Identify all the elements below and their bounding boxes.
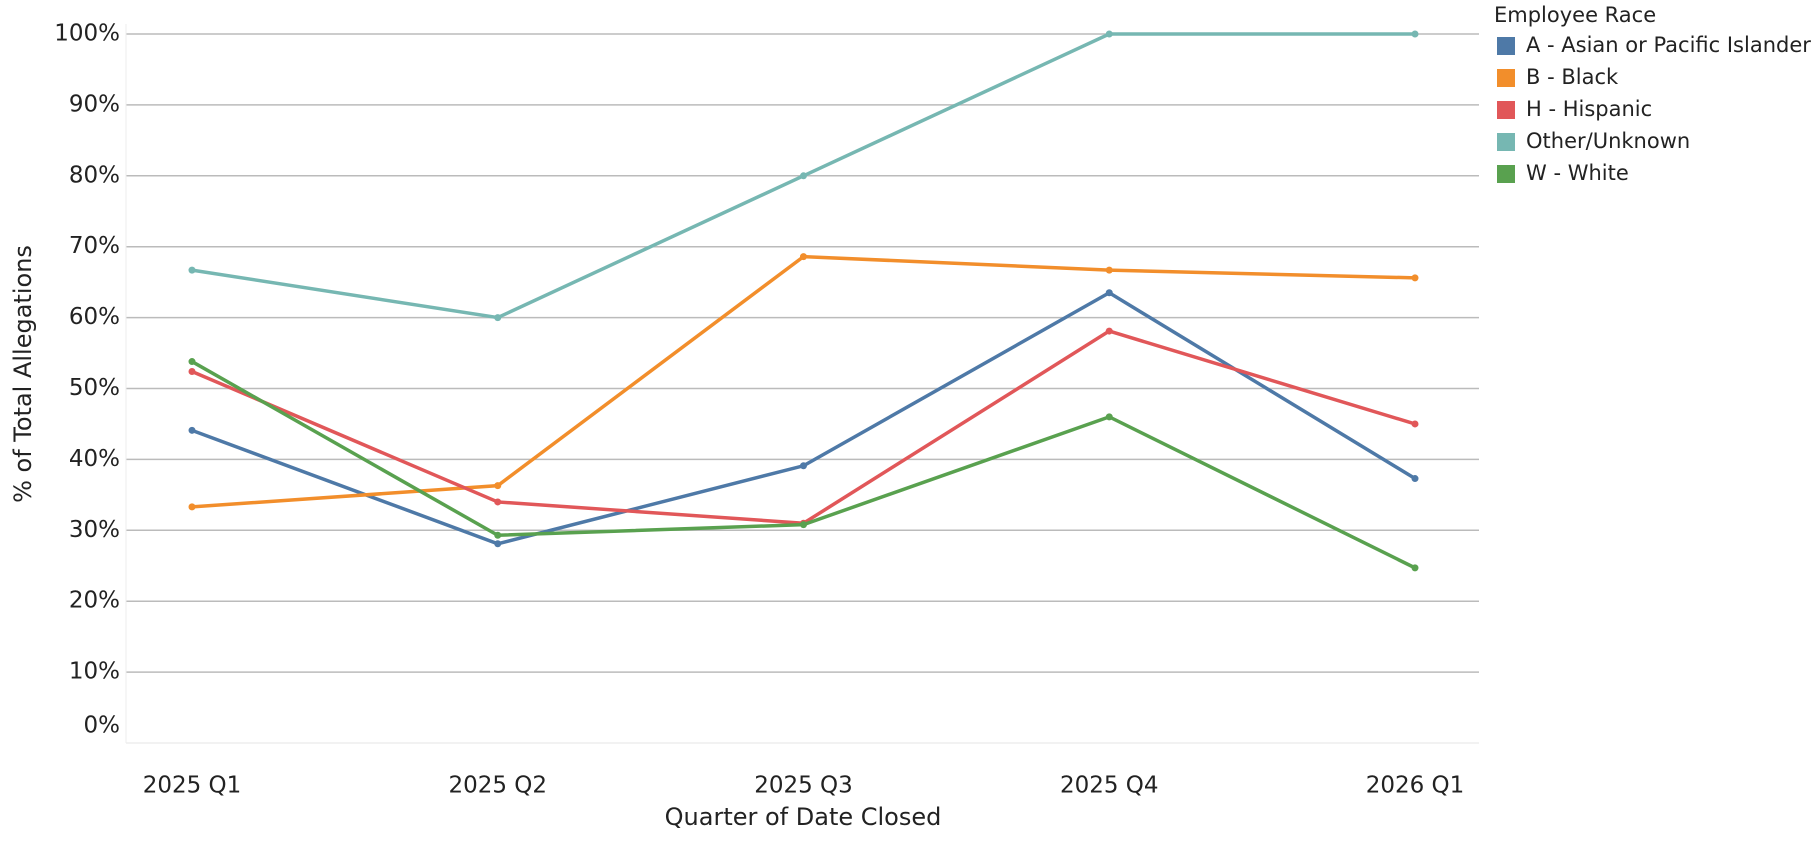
data-point xyxy=(1411,420,1419,428)
data-point xyxy=(800,462,807,470)
x-tick-label: 2025 Q4 xyxy=(1060,773,1159,799)
legend-swatch xyxy=(1497,133,1515,151)
data-point xyxy=(494,314,502,322)
y-tick-label: 50% xyxy=(69,375,120,401)
legend-swatch xyxy=(1497,37,1515,55)
legend-label: H - Hispanic xyxy=(1526,97,1652,121)
x-axis-title: Quarter of Date Closed xyxy=(665,803,942,831)
data-point xyxy=(1105,327,1113,335)
legend-label: W - White xyxy=(1526,161,1629,185)
data-point xyxy=(494,531,502,539)
data-point xyxy=(188,358,196,366)
data-point xyxy=(1411,274,1419,282)
data-point xyxy=(1411,564,1419,572)
y-tick-label: 20% xyxy=(69,588,120,614)
y-tick-label: 0% xyxy=(84,713,121,739)
legend-title: Employee Race xyxy=(1494,3,1656,27)
legend-swatch xyxy=(1497,101,1515,119)
y-tick-label: 80% xyxy=(69,162,120,188)
legend-swatch xyxy=(1497,69,1515,87)
data-point xyxy=(800,521,807,529)
x-tick-label: 2025 Q1 xyxy=(143,773,242,799)
y-tick-label: 100% xyxy=(54,21,120,47)
legend-label: Other/Unknown xyxy=(1526,129,1690,153)
data-point xyxy=(1105,266,1113,274)
y-tick-label: 70% xyxy=(69,233,120,259)
data-point xyxy=(188,367,196,375)
data-point xyxy=(494,540,502,548)
data-point xyxy=(1105,30,1113,38)
y-tick-label: 10% xyxy=(69,659,120,685)
y-tick-label: 40% xyxy=(69,446,120,472)
legend-label: B - Black xyxy=(1526,65,1619,89)
y-tick-label: 60% xyxy=(69,304,120,330)
x-tick-label: 2025 Q3 xyxy=(754,773,853,799)
x-tick-label: 2026 Q1 xyxy=(1366,773,1465,799)
data-point xyxy=(800,172,807,180)
data-point xyxy=(1105,413,1113,421)
data-point xyxy=(188,266,196,274)
legend-label: A - Asian or Pacific Islander xyxy=(1526,33,1811,57)
series-line xyxy=(191,254,1416,509)
legend-swatch xyxy=(1497,165,1515,183)
y-tick-label: 90% xyxy=(69,91,120,117)
data-point xyxy=(800,253,807,261)
x-tick-label: 2025 Q2 xyxy=(448,773,547,799)
data-point xyxy=(188,503,196,511)
data-point xyxy=(1105,289,1113,297)
data-point xyxy=(188,426,196,434)
y-axis-title: % of Total Allegations xyxy=(9,245,37,503)
y-tick-label: 30% xyxy=(69,517,120,543)
data-point xyxy=(494,498,502,506)
data-point xyxy=(1411,475,1419,483)
data-point xyxy=(1411,30,1419,38)
data-point xyxy=(494,482,502,490)
series-line xyxy=(191,290,1416,546)
